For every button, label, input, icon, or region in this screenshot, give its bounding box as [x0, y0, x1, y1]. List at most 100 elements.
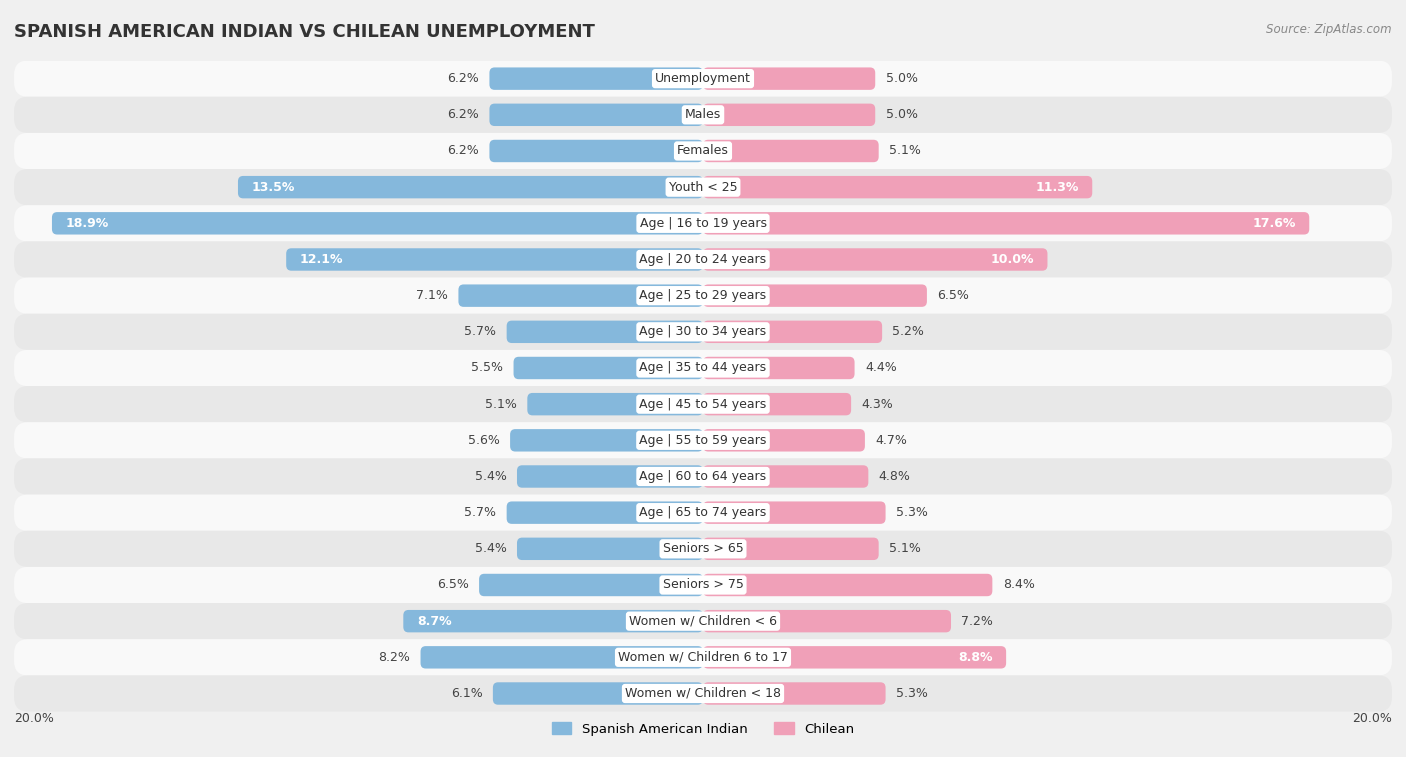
- FancyBboxPatch shape: [14, 205, 1392, 241]
- Text: 5.2%: 5.2%: [893, 326, 924, 338]
- FancyBboxPatch shape: [517, 537, 703, 560]
- FancyBboxPatch shape: [14, 675, 1392, 712]
- FancyBboxPatch shape: [703, 574, 993, 597]
- Text: Women w/ Children < 6: Women w/ Children < 6: [628, 615, 778, 628]
- FancyBboxPatch shape: [14, 61, 1392, 97]
- Text: 8.8%: 8.8%: [957, 651, 993, 664]
- Text: Males: Males: [685, 108, 721, 121]
- FancyBboxPatch shape: [506, 501, 703, 524]
- FancyBboxPatch shape: [703, 212, 1309, 235]
- Text: 5.3%: 5.3%: [896, 687, 928, 700]
- Text: 5.4%: 5.4%: [475, 542, 506, 556]
- FancyBboxPatch shape: [52, 212, 703, 235]
- Text: 11.3%: 11.3%: [1035, 181, 1078, 194]
- Text: Age | 55 to 59 years: Age | 55 to 59 years: [640, 434, 766, 447]
- Text: Age | 25 to 29 years: Age | 25 to 29 years: [640, 289, 766, 302]
- FancyBboxPatch shape: [489, 104, 703, 126]
- FancyBboxPatch shape: [238, 176, 703, 198]
- FancyBboxPatch shape: [489, 67, 703, 90]
- Text: Age | 16 to 19 years: Age | 16 to 19 years: [640, 217, 766, 230]
- FancyBboxPatch shape: [14, 97, 1392, 133]
- Text: 18.9%: 18.9%: [66, 217, 110, 230]
- Text: Age | 65 to 74 years: Age | 65 to 74 years: [640, 506, 766, 519]
- FancyBboxPatch shape: [703, 429, 865, 451]
- FancyBboxPatch shape: [513, 357, 703, 379]
- FancyBboxPatch shape: [458, 285, 703, 307]
- FancyBboxPatch shape: [703, 67, 875, 90]
- FancyBboxPatch shape: [703, 537, 879, 560]
- Text: 6.5%: 6.5%: [437, 578, 468, 591]
- Text: 6.5%: 6.5%: [938, 289, 969, 302]
- FancyBboxPatch shape: [14, 494, 1392, 531]
- Text: Age | 35 to 44 years: Age | 35 to 44 years: [640, 362, 766, 375]
- Text: Age | 20 to 24 years: Age | 20 to 24 years: [640, 253, 766, 266]
- Text: 5.1%: 5.1%: [485, 397, 517, 410]
- FancyBboxPatch shape: [14, 531, 1392, 567]
- FancyBboxPatch shape: [703, 176, 1092, 198]
- Text: 17.6%: 17.6%: [1253, 217, 1295, 230]
- FancyBboxPatch shape: [14, 241, 1392, 278]
- Text: 5.6%: 5.6%: [468, 434, 499, 447]
- Text: 6.1%: 6.1%: [451, 687, 482, 700]
- Text: Women w/ Children < 18: Women w/ Children < 18: [626, 687, 780, 700]
- FancyBboxPatch shape: [703, 285, 927, 307]
- FancyBboxPatch shape: [703, 140, 879, 162]
- FancyBboxPatch shape: [14, 603, 1392, 639]
- Text: 20.0%: 20.0%: [1353, 712, 1392, 725]
- Text: 8.7%: 8.7%: [418, 615, 451, 628]
- Text: 6.2%: 6.2%: [447, 72, 479, 85]
- Text: 20.0%: 20.0%: [14, 712, 53, 725]
- Text: Seniors > 75: Seniors > 75: [662, 578, 744, 591]
- Text: 10.0%: 10.0%: [990, 253, 1033, 266]
- FancyBboxPatch shape: [14, 386, 1392, 422]
- FancyBboxPatch shape: [703, 610, 950, 632]
- FancyBboxPatch shape: [703, 104, 875, 126]
- Text: 8.2%: 8.2%: [378, 651, 411, 664]
- Text: 5.0%: 5.0%: [886, 108, 918, 121]
- Text: 5.7%: 5.7%: [464, 506, 496, 519]
- Text: 4.8%: 4.8%: [879, 470, 911, 483]
- Text: 4.3%: 4.3%: [862, 397, 893, 410]
- FancyBboxPatch shape: [14, 350, 1392, 386]
- FancyBboxPatch shape: [506, 321, 703, 343]
- Text: 5.4%: 5.4%: [475, 470, 506, 483]
- Text: Source: ZipAtlas.com: Source: ZipAtlas.com: [1267, 23, 1392, 36]
- FancyBboxPatch shape: [14, 639, 1392, 675]
- FancyBboxPatch shape: [14, 133, 1392, 169]
- Text: 5.3%: 5.3%: [896, 506, 928, 519]
- Text: Age | 60 to 64 years: Age | 60 to 64 years: [640, 470, 766, 483]
- FancyBboxPatch shape: [703, 321, 882, 343]
- Text: 7.2%: 7.2%: [962, 615, 993, 628]
- FancyBboxPatch shape: [494, 682, 703, 705]
- FancyBboxPatch shape: [527, 393, 703, 416]
- FancyBboxPatch shape: [14, 567, 1392, 603]
- Text: Age | 45 to 54 years: Age | 45 to 54 years: [640, 397, 766, 410]
- Text: 5.7%: 5.7%: [464, 326, 496, 338]
- Text: 4.4%: 4.4%: [865, 362, 897, 375]
- Text: 5.5%: 5.5%: [471, 362, 503, 375]
- FancyBboxPatch shape: [703, 682, 886, 705]
- Text: 5.1%: 5.1%: [889, 145, 921, 157]
- Text: Youth < 25: Youth < 25: [669, 181, 737, 194]
- Text: 5.0%: 5.0%: [886, 72, 918, 85]
- FancyBboxPatch shape: [517, 466, 703, 488]
- Text: 7.1%: 7.1%: [416, 289, 449, 302]
- FancyBboxPatch shape: [14, 169, 1392, 205]
- FancyBboxPatch shape: [489, 140, 703, 162]
- FancyBboxPatch shape: [703, 357, 855, 379]
- FancyBboxPatch shape: [510, 429, 703, 451]
- FancyBboxPatch shape: [14, 422, 1392, 459]
- Text: 13.5%: 13.5%: [252, 181, 295, 194]
- FancyBboxPatch shape: [14, 278, 1392, 313]
- FancyBboxPatch shape: [703, 466, 869, 488]
- Text: 6.2%: 6.2%: [447, 108, 479, 121]
- Text: SPANISH AMERICAN INDIAN VS CHILEAN UNEMPLOYMENT: SPANISH AMERICAN INDIAN VS CHILEAN UNEMP…: [14, 23, 595, 41]
- Text: Females: Females: [678, 145, 728, 157]
- Text: Age | 30 to 34 years: Age | 30 to 34 years: [640, 326, 766, 338]
- FancyBboxPatch shape: [420, 646, 703, 668]
- Text: 12.1%: 12.1%: [299, 253, 343, 266]
- Text: Seniors > 65: Seniors > 65: [662, 542, 744, 556]
- FancyBboxPatch shape: [14, 313, 1392, 350]
- FancyBboxPatch shape: [703, 248, 1047, 271]
- Text: 6.2%: 6.2%: [447, 145, 479, 157]
